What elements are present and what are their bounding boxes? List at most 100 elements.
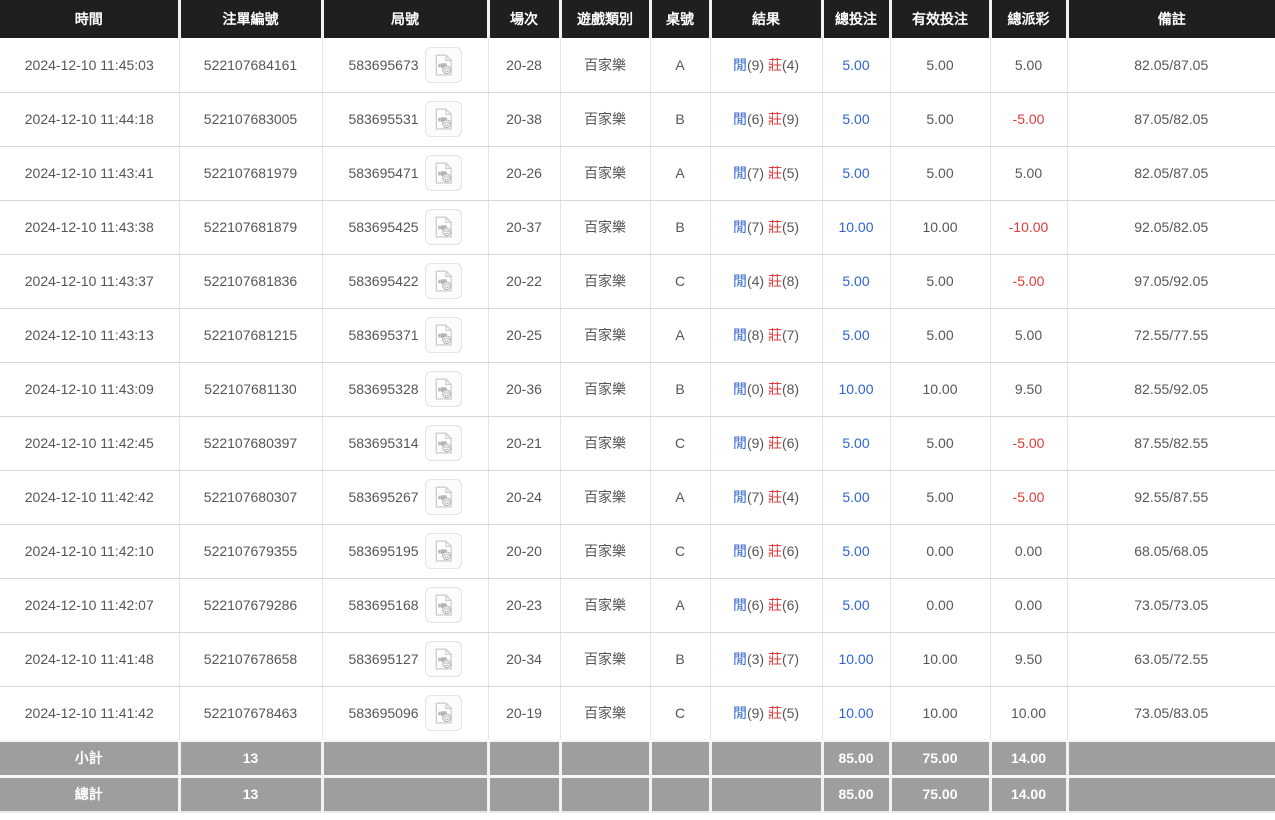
summary-empty-round	[320, 738, 488, 776]
total-bet-link[interactable]: 10.00	[838, 219, 874, 235]
result-banker-label: 莊	[767, 273, 782, 289]
cell-note: 97.05/92.05	[1066, 254, 1275, 309]
cell-session: 20-36	[487, 362, 560, 417]
video-replay-button[interactable]	[424, 209, 462, 245]
cell-bet-id: 522107680307	[178, 470, 322, 525]
cell-note: 82.55/92.05	[1066, 362, 1275, 417]
cell-game-type: 百家樂	[559, 686, 650, 741]
column-header-valid-bet: 有效投注	[888, 0, 990, 38]
cell-round-id: 583695371	[321, 308, 488, 363]
column-header-table-code: 桌號	[648, 0, 710, 38]
video-replay-button[interactable]	[424, 317, 462, 353]
result-banker-score: (8)	[781, 381, 800, 397]
total-bet-link[interactable]: 5.00	[842, 165, 870, 181]
table-row: 2024-12-10 11:43:41 522107681979 583695471…	[0, 146, 1275, 201]
cell-game-type: 百家樂	[559, 416, 650, 471]
table-row: 2024-12-10 11:42:07 522107679286 583695168…	[0, 578, 1275, 633]
result-banker-score: (7)	[781, 651, 800, 667]
video-replay-button[interactable]	[424, 46, 462, 83]
payout-value: 10.00	[1010, 704, 1047, 721]
cell-bet-id: 522107684161	[178, 38, 322, 93]
cell-game-type: 百家樂	[559, 524, 650, 579]
round-id-text: 583695267	[348, 489, 419, 505]
result-banker-label: 莊	[767, 597, 782, 613]
total-bet-link[interactable]: 5.00	[842, 111, 870, 127]
result-player-score: (3)	[746, 651, 768, 667]
total-bet-link[interactable]: 5.00	[842, 273, 870, 289]
video-replay-button[interactable]	[424, 155, 462, 191]
payout-value: 0.00	[1014, 597, 1043, 613]
cell-table-code: C	[649, 254, 710, 309]
cell-bet-id: 522107680397	[178, 416, 322, 471]
table-row: 2024-12-10 11:42:45 522107680397 583695314…	[0, 416, 1275, 471]
result-banker-label: 莊	[767, 219, 782, 235]
cell-payout: -5.00	[989, 254, 1067, 309]
cell-payout: 10.00	[989, 686, 1067, 741]
cell-time: 2024-12-10 11:41:42	[0, 686, 179, 741]
cell-session: 20-26	[487, 146, 560, 201]
total-bet-link[interactable]: 5.00	[842, 489, 870, 505]
video-replay-button[interactable]	[424, 425, 462, 461]
total-bet-link[interactable]: 10.00	[838, 704, 874, 721]
cell-round-id: 583695168	[321, 578, 488, 633]
cell-valid-bet: 5.00	[889, 308, 990, 363]
column-header-total-bet: 總投注	[820, 0, 890, 38]
video-replay-button[interactable]	[424, 641, 462, 677]
result-player-label: 閒	[732, 597, 747, 613]
payout-value: -5.00	[1012, 435, 1045, 451]
cell-session: 20-25	[487, 308, 560, 363]
video-replay-icon	[435, 216, 452, 238]
cell-time: 2024-12-10 11:42:07	[0, 578, 179, 633]
cell-round-id: 583695425	[321, 200, 488, 255]
cell-game-type: 百家樂	[559, 308, 650, 363]
cell-table-code: C	[649, 416, 710, 471]
cell-note: 87.05/82.05	[1066, 92, 1275, 147]
header-row: 時間 注單編號 局號 場次 遊戲類別 桌號 結果 總投注 有效投注 總派彩 備註	[0, 0, 1275, 38]
summary-total-bet: 85.00	[820, 738, 890, 776]
total-bet-link[interactable]: 5.00	[842, 327, 870, 343]
cell-note: 73.05/73.05	[1066, 578, 1275, 633]
column-header-game-type: 遊戲類別	[558, 0, 650, 38]
cell-valid-bet: 5.00	[889, 416, 990, 471]
cell-table-code: B	[649, 92, 710, 147]
cell-time: 2024-12-10 11:42:10	[0, 524, 179, 579]
cell-round-id: 583695127	[321, 632, 488, 687]
cell-time: 2024-12-10 11:44:18	[0, 92, 179, 147]
cell-result: 閒(6) 莊(9)	[709, 92, 822, 147]
summary-empty-table-code	[648, 774, 710, 812]
video-replay-button[interactable]	[424, 694, 462, 731]
video-replay-button[interactable]	[424, 587, 462, 623]
video-replay-button[interactable]	[424, 101, 462, 137]
video-replay-button[interactable]	[424, 263, 462, 299]
video-replay-button[interactable]	[424, 533, 462, 569]
cell-session: 20-24	[487, 470, 560, 525]
total-bet-link[interactable]: 10.00	[838, 381, 874, 397]
cell-total-bet: 5.00	[821, 308, 890, 363]
total-bet-link[interactable]: 10.00	[838, 651, 874, 667]
result-banker-label: 莊	[767, 381, 782, 397]
summary-payout: 14.00	[988, 738, 1067, 776]
cell-time: 2024-12-10 11:45:03	[0, 38, 179, 93]
payout-value: -5.00	[1012, 489, 1045, 505]
cell-table-code: A	[649, 38, 710, 93]
total-row: 總計 13 85.00 75.00 14.00	[0, 774, 1275, 812]
video-replay-button[interactable]	[424, 371, 462, 407]
total-bet-link[interactable]: 5.00	[842, 597, 870, 613]
cell-payout: 9.50	[989, 362, 1067, 417]
result-banker-label: 莊	[767, 704, 782, 721]
cell-total-bet: 10.00	[821, 632, 890, 687]
cell-payout: 0.00	[989, 578, 1067, 633]
cell-time: 2024-12-10 11:43:09	[0, 362, 179, 417]
cell-time: 2024-12-10 11:43:13	[0, 308, 179, 363]
cell-total-bet: 5.00	[821, 524, 890, 579]
summary-total-bet: 85.00	[820, 774, 890, 812]
result-banker-label: 莊	[767, 543, 782, 559]
cell-table-code: B	[649, 200, 710, 255]
video-replay-button[interactable]	[424, 479, 462, 515]
total-bet-link[interactable]: 5.00	[842, 56, 870, 73]
video-replay-icon	[435, 432, 452, 454]
total-bet-link[interactable]: 5.00	[842, 435, 870, 451]
cell-note: 92.05/82.05	[1066, 200, 1275, 255]
total-bet-link[interactable]: 5.00	[842, 543, 870, 559]
